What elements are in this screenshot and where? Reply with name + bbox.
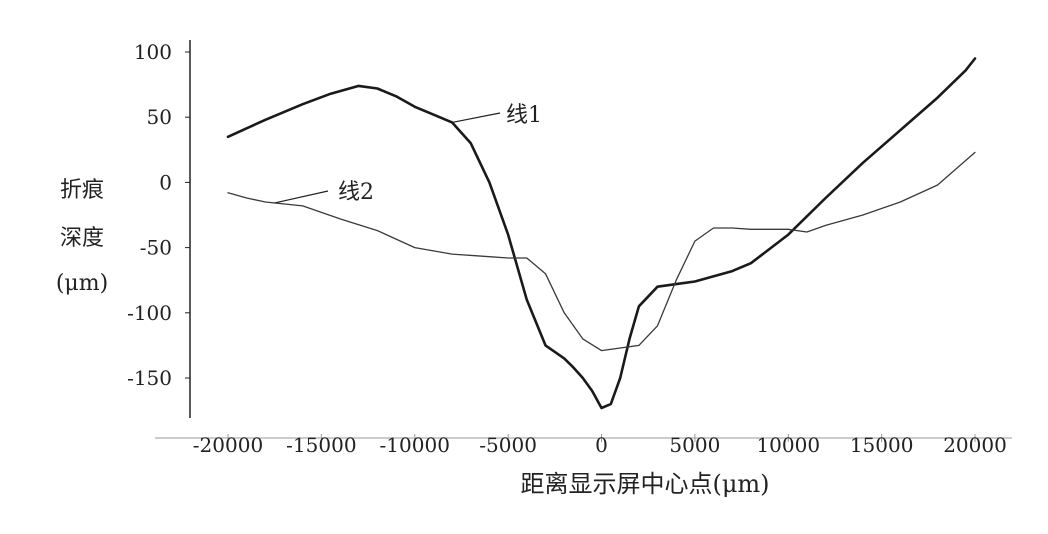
- annotation-leader-2: [274, 190, 329, 204]
- axes-group: 100 50 0 -50 -100 -150 -20000 -15000 -10000 -5000…: [127, 40, 1012, 457]
- y-tick-label: -50: [140, 236, 172, 260]
- y-tick-label: 50: [147, 105, 172, 129]
- series-line-2: [227, 151, 976, 352]
- x-tick-label: 10000: [756, 433, 820, 457]
- y-tick-label: 100: [134, 40, 172, 64]
- x-tick-label: 15000: [850, 433, 914, 457]
- y-axis-label-line: 折痕: [60, 178, 104, 203]
- x-tick-label: -20000: [193, 433, 263, 457]
- series-line-1: [226, 57, 977, 410]
- x-tick-label: -5000: [479, 433, 537, 457]
- annotation-label-1: 线1: [506, 103, 542, 128]
- annotation-label-2: 线2: [338, 180, 374, 205]
- y-tick-label: -150: [127, 366, 172, 390]
- y-tick-label: -100: [127, 301, 172, 325]
- x-tick-label: 5000: [669, 433, 720, 457]
- x-tick-label: -15000: [286, 433, 356, 457]
- x-tick-label: 0: [595, 433, 608, 457]
- x-tick-label: 20000: [943, 433, 1007, 457]
- y-axis-label-line: 深度: [60, 226, 104, 251]
- y-axis-label-line: (μm): [56, 271, 108, 296]
- x-tick-label: -10000: [380, 433, 450, 457]
- series-group: [226, 57, 977, 410]
- x-axis-label: 距离显示屏中心点(μm): [520, 470, 769, 498]
- y-tick-label: 0: [159, 170, 172, 194]
- annotation-leader-1: [451, 112, 501, 124]
